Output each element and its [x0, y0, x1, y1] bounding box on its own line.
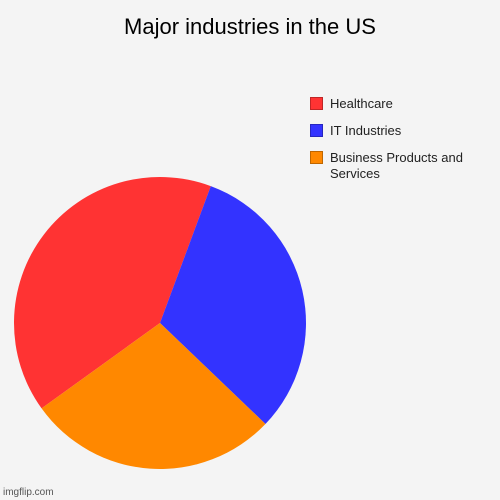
- legend: Healthcare IT Industries Business Products…: [310, 96, 495, 193]
- slices: [14, 177, 306, 469]
- watermark: imgflip.com: [3, 487, 54, 498]
- legend-item: Healthcare: [310, 96, 495, 112]
- pie-slice: [14, 177, 211, 409]
- legend-label: IT Industries: [330, 123, 402, 138]
- legend-swatch: [310, 151, 323, 164]
- legend-swatch: [310, 124, 323, 137]
- pie-slice: [160, 186, 306, 424]
- legend-label: Healthcare: [330, 96, 393, 111]
- legend-item: Business Products and Services: [310, 150, 495, 182]
- legend-swatch: [310, 97, 323, 110]
- pie-slice: [41, 323, 266, 469]
- legend-item: IT Industries: [310, 123, 495, 139]
- chart-title: Major industries in the US: [124, 14, 376, 39]
- legend-label: Business Products and Services: [330, 150, 463, 181]
